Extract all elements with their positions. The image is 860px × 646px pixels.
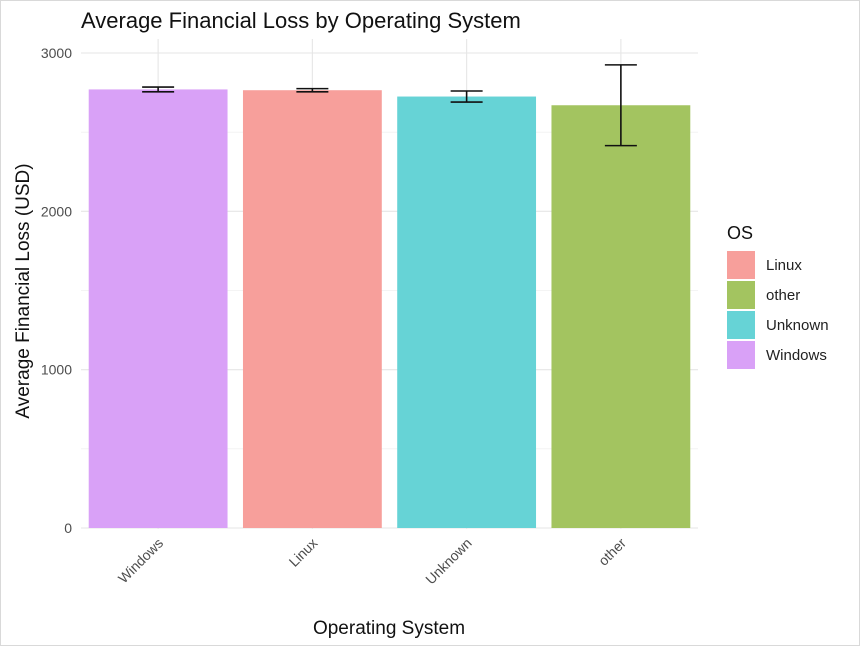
legend-item-unknown: Unknown bbox=[727, 311, 829, 339]
y-tick-label: 2000 bbox=[41, 203, 72, 219]
legend: OS Linux other Unknown Windows bbox=[727, 223, 829, 369]
legend-label: other bbox=[766, 287, 800, 304]
x-axis-ticks: Windows Linux Unknown other bbox=[115, 535, 629, 588]
legend-swatch bbox=[727, 341, 755, 369]
legend-item-windows: Windows bbox=[727, 341, 827, 369]
y-tick-label: 1000 bbox=[41, 362, 72, 378]
y-tick-label: 0 bbox=[64, 520, 72, 536]
y-axis-title: Average Financial Loss (USD) bbox=[13, 163, 34, 418]
x-tick-label: Linux bbox=[286, 535, 321, 570]
legend-item-linux: Linux bbox=[727, 251, 802, 279]
legend-swatch bbox=[727, 281, 755, 309]
bars bbox=[88, 89, 691, 529]
legend-swatch bbox=[727, 251, 755, 279]
legend-title: OS bbox=[727, 223, 753, 243]
x-tick-label: Unknown bbox=[422, 535, 475, 588]
legend-label: Windows bbox=[766, 347, 827, 364]
x-tick-label: Windows bbox=[115, 535, 166, 586]
y-axis-ticks: 0 1000 2000 3000 bbox=[41, 45, 72, 536]
error-bar-unknown bbox=[450, 90, 483, 103]
legend-label: Linux bbox=[766, 257, 802, 274]
legend-label: Unknown bbox=[766, 317, 829, 334]
error-bar-windows bbox=[142, 86, 175, 93]
x-tick-label: other bbox=[595, 535, 629, 569]
error-bar-other bbox=[604, 64, 637, 147]
legend-item-other: other bbox=[727, 281, 800, 309]
bar-linux bbox=[242, 90, 382, 528]
bar-unknown bbox=[397, 96, 537, 529]
error-bar-linux bbox=[296, 87, 329, 93]
y-tick-label: 3000 bbox=[41, 45, 72, 61]
legend-swatch bbox=[727, 311, 755, 339]
x-axis-title: Operating System bbox=[313, 618, 465, 639]
chart-title: Average Financial Loss by Operating Syst… bbox=[81, 8, 521, 33]
bar-windows bbox=[88, 89, 228, 529]
bar-other bbox=[551, 105, 691, 528]
error-bars bbox=[142, 64, 637, 147]
